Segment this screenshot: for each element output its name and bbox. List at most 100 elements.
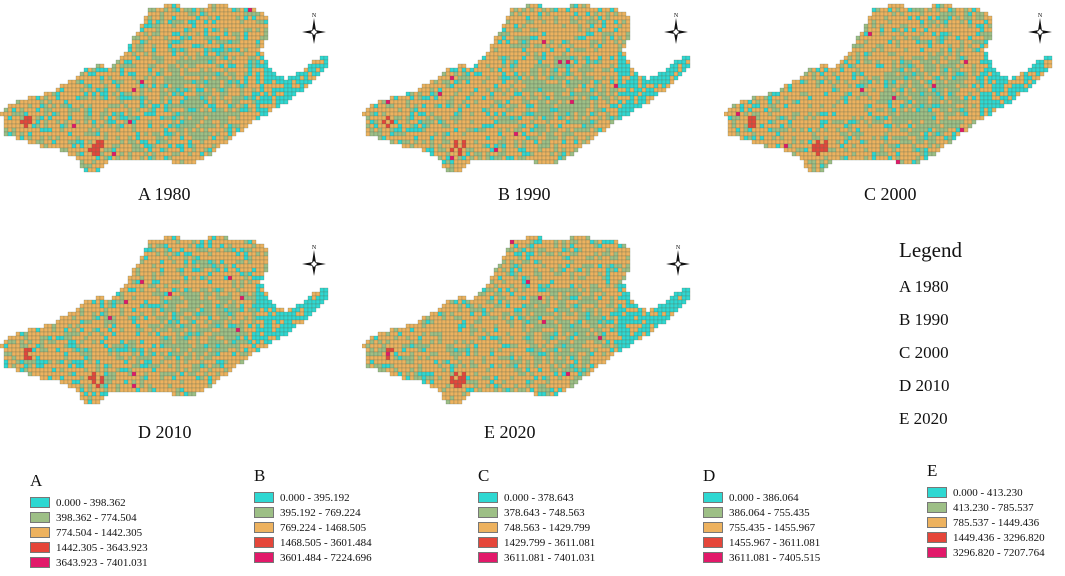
swatch-2 — [478, 507, 498, 518]
range-label: 398.362 - 774.504 — [56, 511, 137, 524]
range-label: 3611.081 - 7405.515 — [729, 551, 821, 564]
swatch-1 — [30, 497, 50, 508]
map-caption: C 2000 — [864, 184, 917, 204]
class-legend-b: B 0.000 - 395.192 395.192 - 769.224 769.… — [254, 466, 372, 565]
class-row: 0.000 - 413.230 — [927, 485, 1045, 500]
class-row: 748.563 - 1429.799 — [478, 520, 595, 535]
range-label: 1429.799 - 3611.081 — [504, 536, 596, 549]
class-row: 3296.820 - 7207.764 — [927, 545, 1045, 560]
class-row: 3611.081 - 7401.031 — [478, 550, 595, 565]
legend-item: B 1990 — [899, 310, 949, 329]
class-row: 395.192 - 769.224 — [254, 505, 372, 520]
legend-title: Legend — [899, 238, 962, 262]
class-legend-d: D 0.000 - 386.064 386.064 - 755.435 755.… — [703, 466, 820, 565]
range-label: 748.563 - 1429.799 — [504, 521, 591, 534]
map-panel-e: N E 2020 — [362, 232, 702, 447]
north-arrow-icon: N — [302, 13, 326, 44]
class-row: 3643.923 - 7401.031 — [30, 555, 148, 570]
north-arrow-icon: N — [302, 245, 326, 276]
range-label: 3611.081 - 7401.031 — [504, 551, 596, 564]
map-panel-d: N D 2010 — [0, 232, 340, 447]
grid-cells — [362, 235, 691, 405]
swatch-4 — [478, 537, 498, 548]
class-row: 0.000 - 395.192 — [254, 490, 372, 505]
swatch-3 — [254, 522, 274, 533]
swatch-5 — [927, 547, 947, 558]
swatch-5 — [703, 552, 723, 563]
range-label: 386.064 - 755.435 — [729, 506, 810, 519]
grid-map — [362, 3, 691, 173]
grid-map — [362, 235, 691, 405]
grid-cells — [0, 235, 329, 405]
swatch-1 — [254, 492, 274, 503]
class-legend-label: D — [703, 466, 716, 485]
grid-cells — [724, 3, 1053, 173]
swatch-2 — [927, 502, 947, 513]
class-row: 1442.305 - 3643.923 — [30, 540, 148, 555]
range-label: 395.192 - 769.224 — [280, 506, 361, 519]
class-legend-c: C 0.000 - 378.643 378.643 - 748.563 748.… — [478, 466, 595, 565]
range-label: 3601.484 - 7224.696 — [280, 551, 372, 564]
legend-item: A 1980 — [899, 277, 949, 296]
class-row: 774.504 - 1442.305 — [30, 525, 148, 540]
north-arrow-icon: N — [664, 13, 688, 44]
map-panel-c: N C 2000 — [724, 0, 1064, 215]
swatch-4 — [30, 542, 50, 553]
swatch-1 — [927, 487, 947, 498]
swatch-2 — [254, 507, 274, 518]
class-row: 378.643 - 748.563 — [478, 505, 595, 520]
range-label: 0.000 - 398.362 — [56, 496, 126, 509]
class-row: 0.000 - 378.643 — [478, 490, 595, 505]
range-label: 0.000 - 386.064 — [729, 491, 799, 504]
grid-cells — [362, 3, 691, 173]
legend-item: D 2010 — [899, 376, 950, 395]
class-legend-label: A — [30, 471, 43, 490]
map-panel-a: N A 1980 — [0, 0, 340, 215]
swatch-1 — [703, 492, 723, 503]
range-label: 3643.923 - 7401.031 — [56, 556, 148, 569]
swatch-5 — [254, 552, 274, 563]
class-row: 1449.436 - 3296.820 — [927, 530, 1045, 545]
class-legend-label: C — [478, 466, 490, 485]
swatch-3 — [30, 527, 50, 538]
swatch-1 — [478, 492, 498, 503]
swatch-2 — [703, 507, 723, 518]
range-label: 769.224 - 1468.505 — [280, 521, 367, 534]
map-caption: A 1980 — [138, 184, 191, 204]
class-row: 0.000 - 386.064 — [703, 490, 820, 505]
range-label: 378.643 - 748.563 — [504, 506, 585, 519]
svg-text:N: N — [312, 13, 317, 19]
map-caption: B 1990 — [498, 184, 551, 204]
swatch-3 — [478, 522, 498, 533]
grid-map — [0, 3, 329, 173]
swatch-4 — [927, 532, 947, 543]
range-label: 0.000 - 413.230 — [953, 486, 1023, 499]
class-row: 785.537 - 1449.436 — [927, 515, 1045, 530]
map-caption: D 2010 — [138, 422, 192, 442]
grid-map — [724, 3, 1053, 173]
class-legend-label: B — [254, 466, 266, 485]
class-row: 398.362 - 774.504 — [30, 510, 148, 525]
legend-item: E 2020 — [899, 409, 948, 428]
range-label: 774.504 - 1442.305 — [56, 526, 143, 539]
class-row: 3601.484 - 7224.696 — [254, 550, 372, 565]
class-row: 386.064 - 755.435 — [703, 505, 820, 520]
swatch-5 — [478, 552, 498, 563]
map-caption: E 2020 — [484, 422, 536, 442]
class-row: 1455.967 - 3611.081 — [703, 535, 820, 550]
range-label: 1455.967 - 3611.081 — [729, 536, 821, 549]
class-row: 1429.799 - 3611.081 — [478, 535, 595, 550]
swatch-5 — [30, 557, 50, 568]
north-arrow-icon: N — [1028, 13, 1052, 44]
class-row: 0.000 - 398.362 — [30, 495, 148, 510]
legend-item: C 2000 — [899, 343, 949, 362]
north-arrow-icon: N — [666, 245, 690, 276]
range-label: 1442.305 - 3643.923 — [56, 541, 148, 554]
range-label: 1468.505 - 3601.484 — [280, 536, 372, 549]
grid-cells — [0, 3, 329, 173]
class-row: 769.224 - 1468.505 — [254, 520, 372, 535]
swatch-4 — [254, 537, 274, 548]
map-panel-b: N B 1990 — [362, 0, 702, 215]
range-label: 0.000 - 395.192 — [280, 491, 350, 504]
svg-text:N: N — [674, 13, 679, 19]
